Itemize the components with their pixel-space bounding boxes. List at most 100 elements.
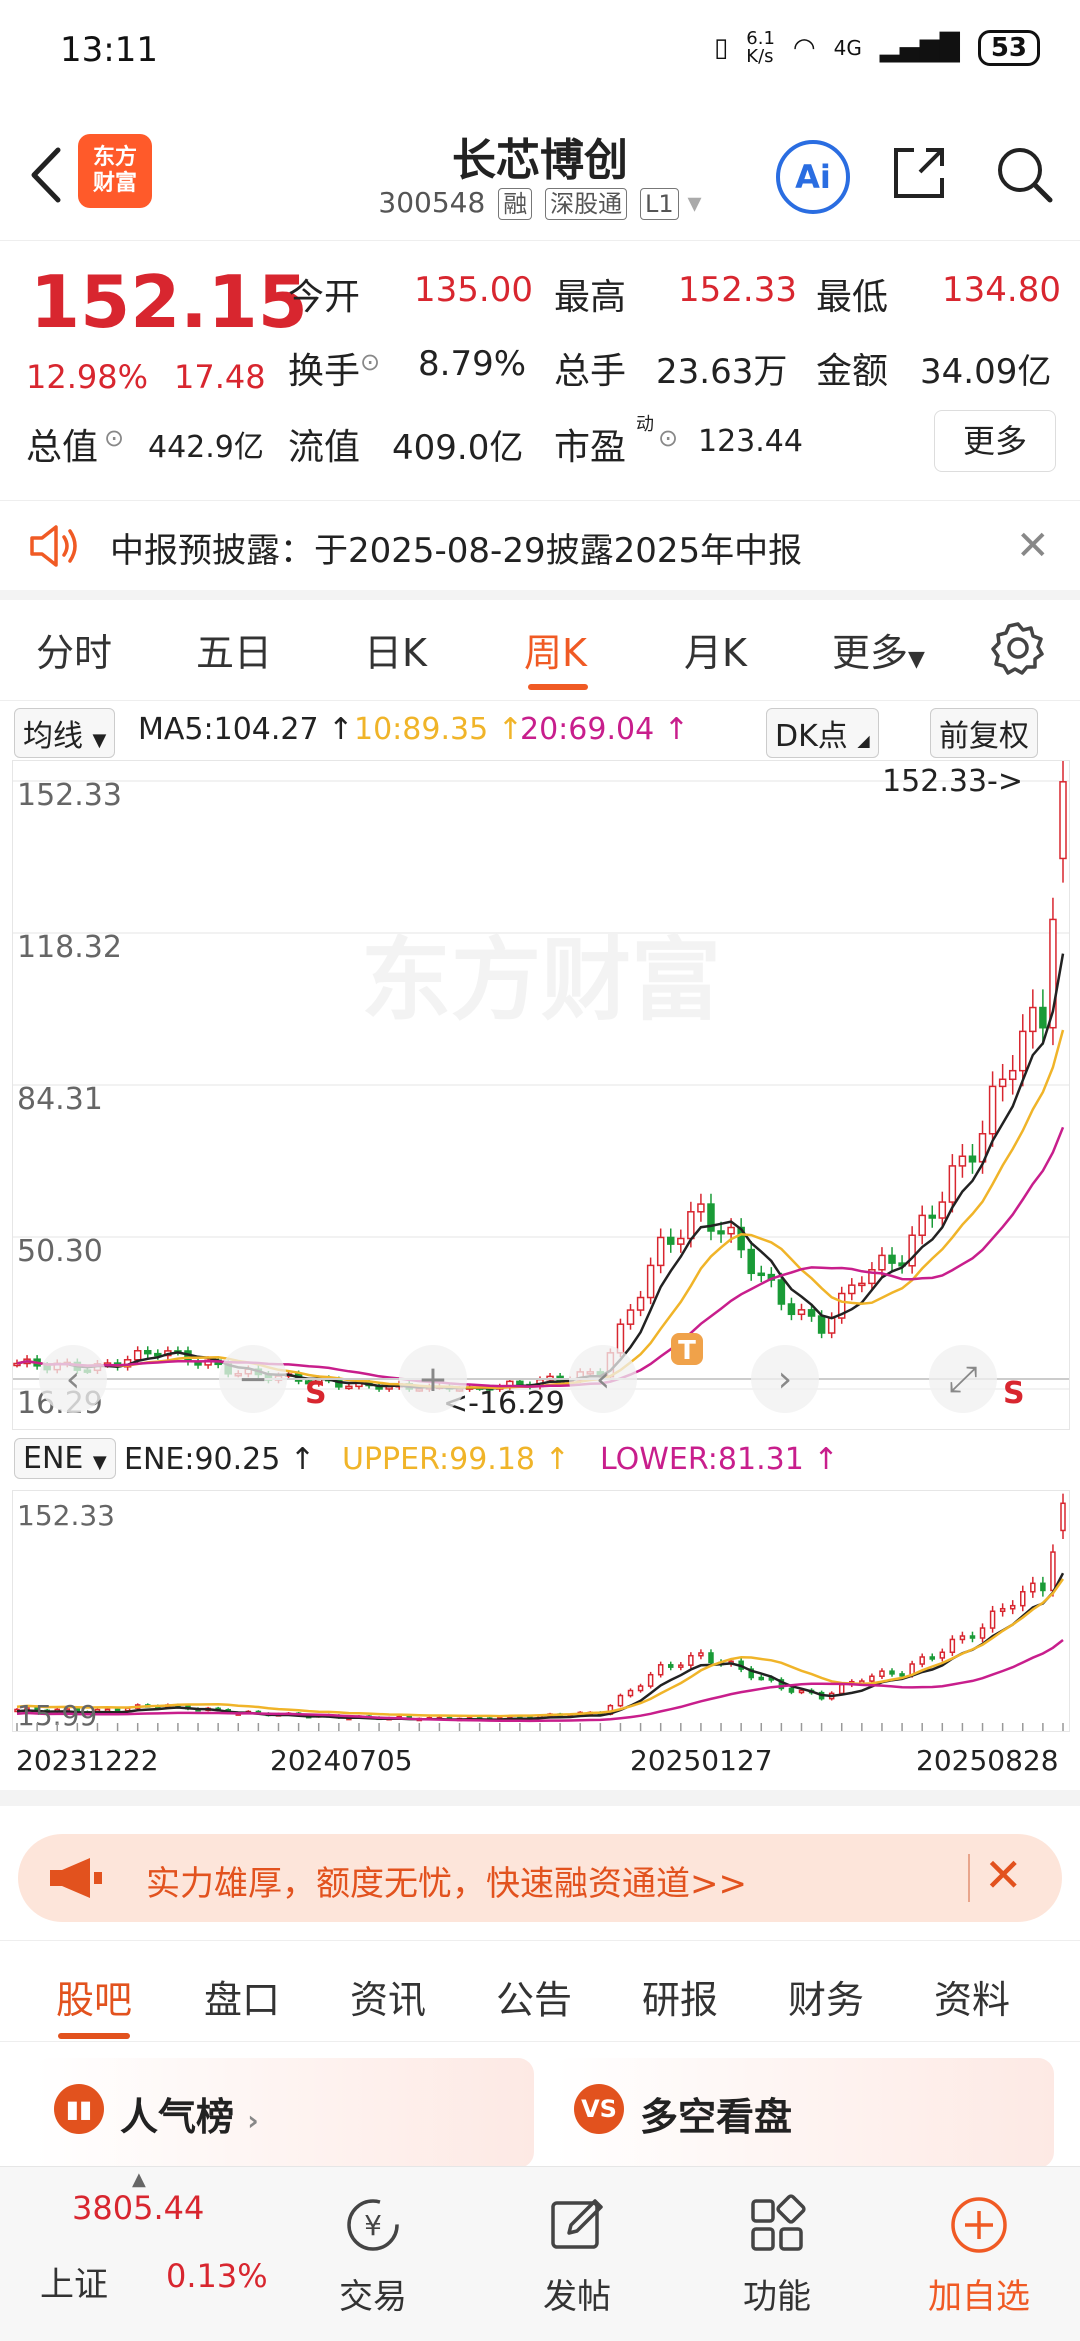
ma20-label: 20:69.04 xyxy=(520,712,655,747)
t-marker-label: T xyxy=(678,1336,696,1366)
ene-select[interactable]: ENE ▼ xyxy=(14,1438,116,1479)
popularity-title: 人气榜 › xyxy=(120,2086,259,2141)
candle-body xyxy=(678,1664,684,1668)
y-axis-label: 84.31 xyxy=(17,1082,103,1117)
index-ticker[interactable]: ▲ 3805.44 上证 0.13% xyxy=(20,2167,280,2341)
tag-margin: 融 xyxy=(498,188,533,220)
more-button[interactable]: 更多 xyxy=(934,410,1056,472)
high-label: 最高 xyxy=(554,277,627,318)
zoom-in-icon-bg xyxy=(399,1345,467,1413)
candle-body xyxy=(516,1380,524,1386)
lower-value: LOWER:81.31 ↑ xyxy=(600,1442,838,1477)
date-label: 20231222 xyxy=(16,1744,159,1777)
adjust-select[interactable]: 前复权 xyxy=(930,708,1038,758)
candle-body xyxy=(627,1689,634,1697)
info-icon[interactable]: ⊙ xyxy=(360,348,381,376)
back-icon[interactable] xyxy=(22,140,72,210)
tab-five-day[interactable]: 五日 xyxy=(196,631,273,675)
popularity-label: 人气榜 xyxy=(120,2095,235,2139)
brand-logo[interactable]: 东方 财富 xyxy=(78,134,152,208)
tab-weekly-k[interactable]: 周K xyxy=(524,631,587,675)
info-icon[interactable]: ⊙ xyxy=(658,424,679,452)
ai-button[interactable]: Ai xyxy=(776,140,850,214)
notice-bar[interactable]: 中报预披露：于2025-08-29披露2025年中报 ✕ xyxy=(0,500,1080,591)
tab-news[interactable]: 资讯 xyxy=(350,1978,427,2022)
tab-guba[interactable]: 股吧 xyxy=(56,1978,133,2022)
candle-body xyxy=(838,1683,845,1695)
ma10-line xyxy=(16,1029,1065,1390)
nav-post[interactable]: 发帖 xyxy=(502,2167,652,2341)
open-value: 135.00 xyxy=(414,270,533,310)
tab-announcements[interactable]: 公告 xyxy=(496,1978,573,2022)
close-icon[interactable]: ✕ xyxy=(984,1848,1023,1902)
info-icon[interactable]: ⊙ xyxy=(104,424,125,452)
change-percent: 12.98% xyxy=(26,358,149,396)
nav-add-watchlist[interactable]: 加自选 xyxy=(904,2167,1054,2341)
y-axis-label: 152.33 xyxy=(17,1499,115,1532)
speaker-icon xyxy=(30,525,77,567)
index-name: 上证 xyxy=(40,2265,108,2305)
candle-body xyxy=(1019,1030,1027,1072)
candle-body xyxy=(959,1635,966,1641)
status-icons: ▯ 6.1 K/s ◠ 4G ▂▄▆█ 53 xyxy=(714,30,1040,66)
tab-daily-k[interactable]: 日K xyxy=(364,631,427,675)
caret-down-icon: ▼ xyxy=(908,647,925,672)
candle-body xyxy=(879,1670,885,1678)
tab-research[interactable]: 研报 xyxy=(642,1978,719,2022)
y-axis-label: 152.33 xyxy=(17,778,122,813)
indicator-select[interactable]: 均线 ▼ xyxy=(14,708,116,758)
stock-code-row[interactable]: 300548 融 深股通 L1 ▾ xyxy=(0,186,1080,220)
candle-body xyxy=(918,1214,926,1236)
candle-body xyxy=(1059,781,1067,860)
caret-down-icon: ▼ xyxy=(92,730,107,751)
bar-chart-icon: ▮▮ xyxy=(54,2084,104,2134)
candle-body xyxy=(748,1668,754,1679)
tab-more[interactable]: 更多▼ xyxy=(832,622,925,677)
candle-body xyxy=(817,1315,826,1334)
close-icon[interactable]: ✕ xyxy=(1016,523,1050,569)
date-label: 20250828 xyxy=(916,1744,1059,1777)
candle-body xyxy=(1020,1591,1026,1607)
dk-select[interactable]: DK点 ◢ xyxy=(766,708,879,758)
change-amount: 17.48 xyxy=(174,358,266,396)
gear-icon[interactable] xyxy=(990,620,1046,676)
candle-body xyxy=(717,1230,725,1235)
candle-body xyxy=(636,1296,645,1311)
add-circle-icon xyxy=(951,2197,1007,2253)
candle-body xyxy=(958,1155,967,1167)
share-icon[interactable] xyxy=(886,140,952,206)
period-tabs: 分时 五日 日K 周K 月K 更多▼ xyxy=(0,600,1080,701)
next-icon: › xyxy=(778,1359,792,1400)
nav-functions[interactable]: 功能 xyxy=(702,2167,852,2341)
tab-profile[interactable]: 资料 xyxy=(934,1978,1011,2022)
long-short-card[interactable]: VS 多空看盘 xyxy=(554,2058,1054,2168)
candle-body xyxy=(646,1264,655,1299)
open-label: 今开 xyxy=(288,277,361,318)
float-cap-value: 409.0亿 xyxy=(392,428,524,468)
indicator-select-label: 均线 xyxy=(23,719,83,754)
candle-body xyxy=(144,1349,152,1355)
tab-monthly-k[interactable]: 月K xyxy=(684,631,747,675)
edit-icon xyxy=(551,2199,603,2249)
nav-add-watchlist-label: 加自选 xyxy=(928,2277,1030,2317)
candle-body xyxy=(687,1211,695,1240)
search-icon[interactable] xyxy=(990,140,1056,206)
candle-body xyxy=(626,1309,635,1325)
brand-logo-line2: 财富 xyxy=(92,171,137,196)
kline-chart[interactable]: 152.33118.3284.3150.3016.29152.33-><-16.… xyxy=(12,760,1070,1430)
upper-value: UPPER:99.18 ↑ xyxy=(342,1442,570,1477)
arrow-up-icon: ↑ xyxy=(289,1442,316,1477)
arrow-up-icon: ↑ xyxy=(663,712,689,747)
candle-body xyxy=(677,1237,685,1245)
promo-banner[interactable]: 实力雄厚，额度无忧，快速融资通道>> ✕ xyxy=(18,1834,1062,1922)
tab-financials[interactable]: 财务 xyxy=(788,1978,865,2022)
tab-order-book[interactable]: 盘口 xyxy=(204,1978,281,2022)
popularity-card[interactable]: ▮▮ 人气榜 › xyxy=(34,2058,534,2168)
tab-intraday[interactable]: 分时 xyxy=(36,631,113,675)
candle-body xyxy=(668,1664,674,1668)
s-marker: S xyxy=(305,1376,327,1411)
index-value: 3805.44 xyxy=(72,2189,205,2227)
candle-body xyxy=(929,1656,935,1660)
nav-trade[interactable]: ¥ 交易 xyxy=(298,2167,448,2341)
